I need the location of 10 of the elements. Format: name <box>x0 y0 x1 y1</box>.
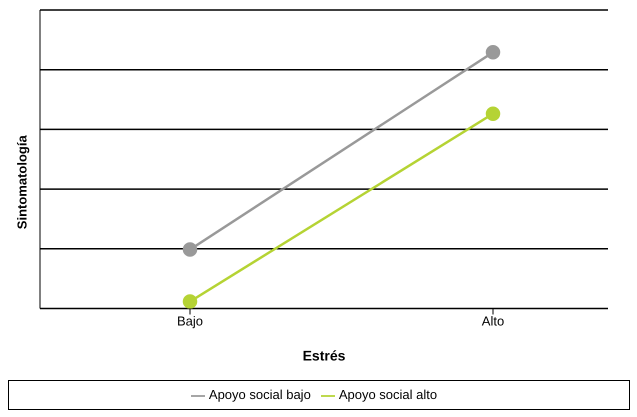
point <box>486 106 500 121</box>
point <box>182 242 198 257</box>
x-tick-label: Bajo <box>176 314 204 329</box>
legend-label: Apoyo social bajo <box>208 387 311 402</box>
point <box>486 45 500 60</box>
y-axis-title: Sintomatología <box>14 134 30 230</box>
x-axis-title: Estrés <box>302 347 346 364</box>
legend-label: Apoyo social alto <box>338 387 438 402</box>
point <box>182 294 198 308</box>
x-tick-label: Alto <box>482 314 504 329</box>
